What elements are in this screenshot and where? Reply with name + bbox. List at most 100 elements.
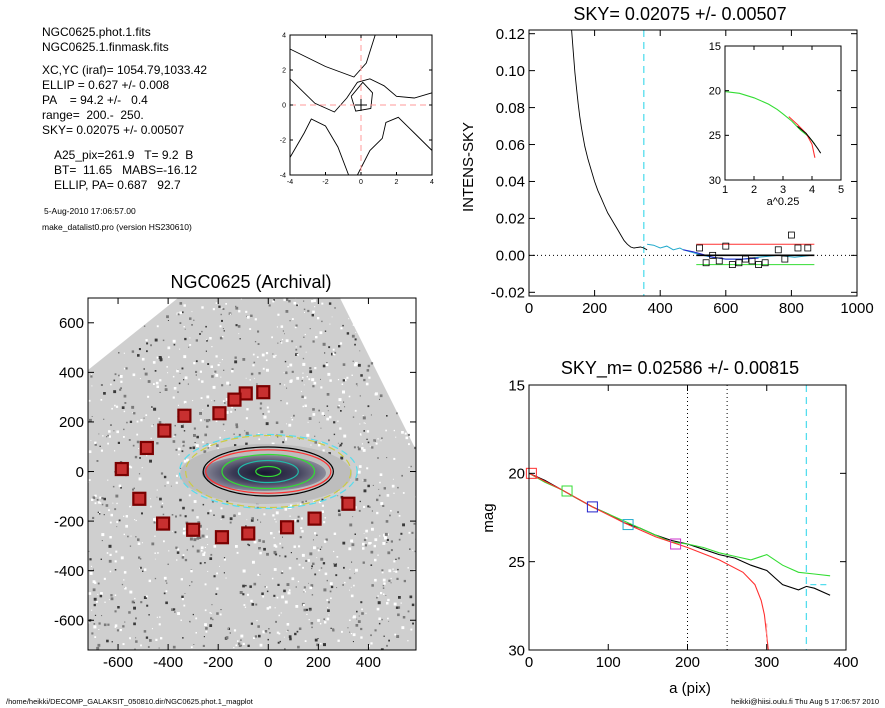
noise-speck	[286, 630, 288, 633]
sky-point	[748, 257, 756, 265]
y-tick-label: 25	[508, 554, 525, 571]
noise-speck	[363, 378, 366, 382]
noise-speck	[367, 405, 370, 408]
noise-speck	[158, 421, 162, 424]
noise-speck	[265, 586, 268, 588]
y-tick-label: 25	[709, 130, 721, 142]
noise-speck	[237, 640, 239, 642]
noise-speck	[359, 423, 361, 425]
noise-speck	[367, 645, 370, 648]
noise-speck	[106, 552, 109, 554]
noise-speck	[366, 529, 368, 532]
noise-speck	[134, 597, 136, 600]
noise-speck	[172, 396, 175, 399]
noise-speck	[123, 367, 126, 370]
noise-speck	[116, 502, 118, 505]
noise-speck	[189, 537, 193, 541]
x-tick-label: 0	[525, 654, 533, 671]
noise-speck	[282, 536, 283, 538]
noise-speck	[299, 345, 302, 348]
noise-speck	[219, 362, 221, 363]
noise-speck	[212, 308, 215, 311]
noise-speck	[148, 579, 151, 583]
noise-speck	[149, 459, 152, 463]
noise-speck	[97, 511, 99, 513]
noise-speck	[245, 310, 248, 313]
noise-speck	[149, 639, 152, 642]
noise-speck	[209, 337, 212, 340]
noise-speck	[306, 376, 308, 378]
noise-speck	[178, 382, 181, 385]
noise-speck	[243, 604, 246, 606]
noise-speck	[344, 581, 346, 584]
noise-speck	[355, 568, 358, 572]
mag-marker	[622, 519, 634, 531]
noise-speck	[135, 640, 138, 643]
noise-speck	[98, 433, 100, 435]
noise-speck	[196, 435, 199, 439]
image-ellipses	[178, 433, 358, 510]
noise-speck	[312, 413, 316, 416]
noise-speck	[291, 577, 295, 581]
noise-speck	[300, 390, 302, 392]
noise-speck	[143, 596, 147, 599]
noise-speck	[223, 330, 225, 332]
noise-speck	[276, 631, 279, 634]
noise-speck	[105, 504, 109, 507]
noise-speck	[283, 372, 285, 374]
sky-point	[788, 231, 795, 239]
noise-speck	[294, 326, 297, 329]
noise-speck	[271, 442, 275, 446]
noise-speck	[306, 433, 310, 437]
noise-speck	[250, 519, 254, 522]
noise-speck	[113, 379, 116, 382]
noise-speck	[289, 363, 293, 367]
noise-speck	[184, 558, 188, 562]
noise-speck	[269, 632, 271, 634]
noise-speck	[156, 385, 159, 388]
noise-speck	[154, 577, 157, 580]
noise-speck	[205, 325, 207, 328]
noise-speck	[256, 356, 259, 358]
noise-speck	[408, 531, 411, 534]
noise-speck	[134, 519, 136, 521]
noise-speck	[156, 496, 158, 498]
noise-speck	[193, 500, 197, 503]
noise-speck	[339, 444, 342, 447]
noise-speck	[123, 579, 125, 581]
noise-speck	[360, 374, 363, 377]
noise-speck	[229, 313, 231, 315]
noise-speck	[293, 414, 295, 417]
noise-speck	[306, 613, 308, 615]
noise-speck	[407, 610, 410, 613]
noise-speck	[290, 379, 293, 382]
noise-speck	[212, 618, 214, 621]
noise-speck	[138, 473, 141, 475]
noise-speck	[207, 512, 210, 515]
noise-speck	[182, 444, 185, 447]
noise-speck	[319, 623, 322, 625]
noise-speck	[326, 362, 328, 364]
sky-point	[755, 261, 762, 268]
sky-point	[794, 244, 802, 252]
fit-ellipse	[255, 465, 282, 478]
contour-line	[350, 81, 373, 112]
noise-speck	[168, 356, 170, 358]
y-tick-label: 0.02	[496, 211, 525, 228]
noise-speck	[321, 546, 323, 548]
sky-point	[709, 251, 717, 259]
noise-speck	[180, 578, 183, 581]
noise-speck	[242, 584, 245, 588]
noise-speck	[313, 381, 317, 385]
noise-speck	[295, 353, 298, 356]
noise-speck	[395, 558, 397, 560]
noise-speck	[291, 318, 294, 320]
noise-speck	[265, 352, 269, 355]
noise-speck	[303, 589, 305, 591]
x-tick-label: 0	[525, 300, 533, 317]
noise-speck	[324, 517, 326, 519]
noise-speck	[145, 595, 148, 598]
noise-speck	[303, 300, 305, 302]
sky-box	[241, 526, 256, 541]
